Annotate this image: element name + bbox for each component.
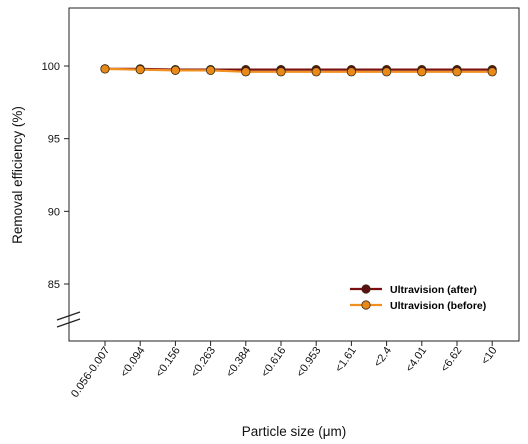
data-point — [311, 67, 321, 77]
x-tick-label: <4.01 — [403, 345, 429, 375]
data-point — [276, 67, 286, 77]
plot-frame — [68, 7, 520, 342]
legend: Ultravision (after) Ultravision (before) — [350, 284, 486, 312]
data-point — [381, 67, 392, 77]
x-tick-label: <0.384 — [224, 345, 253, 380]
x-tick-label: <10 — [479, 345, 500, 367]
axis-break-mark — [56, 311, 81, 328]
x-tick-label: <6.62 — [439, 345, 465, 375]
legend-swatch-marker — [361, 300, 371, 310]
legend-label: Ultravision (before) — [390, 300, 486, 312]
series-ultravision-before — [100, 64, 497, 77]
x-tick-label: 0.056-0.007 — [69, 345, 113, 400]
data-point — [206, 65, 216, 75]
y-tick-label: 90 — [48, 206, 60, 218]
x-tick-label: <0.263 — [189, 345, 218, 380]
data-point — [100, 64, 110, 74]
legend-swatch-marker — [361, 284, 371, 294]
y-tick-label: 95 — [48, 134, 60, 146]
x-tick-label: <0.094 — [118, 345, 147, 380]
x-tick-label: <0.616 — [259, 345, 288, 380]
y-tick-label: 85 — [48, 279, 60, 291]
y-tick-label: 100 — [42, 61, 60, 73]
x-axis-title: Particle size (μm) — [242, 424, 347, 439]
series-line — [104, 67, 493, 73]
data-point — [346, 67, 356, 77]
data-point — [170, 65, 180, 75]
legend-label: Ultravision (after) — [390, 284, 477, 296]
data-point — [452, 67, 462, 77]
x-tick-label: <0.156 — [154, 345, 183, 380]
data-point — [135, 65, 145, 75]
data-point — [487, 67, 497, 77]
x-tick-label: <1.61 — [333, 345, 359, 375]
x-axis: 0.056-0.007 <0.094 <0.156 <0.263 <0.384 <0.61… — [69, 341, 500, 400]
data-point — [241, 67, 251, 77]
data-point — [417, 67, 427, 77]
y-axis: 85 90 95 100 — [42, 61, 69, 291]
x-tick-label: <0.953 — [294, 345, 323, 380]
x-tick-label: <2.4 — [372, 345, 394, 370]
series-layer — [100, 64, 497, 77]
y-axis-title: Removal efficiency (%) — [10, 106, 25, 244]
